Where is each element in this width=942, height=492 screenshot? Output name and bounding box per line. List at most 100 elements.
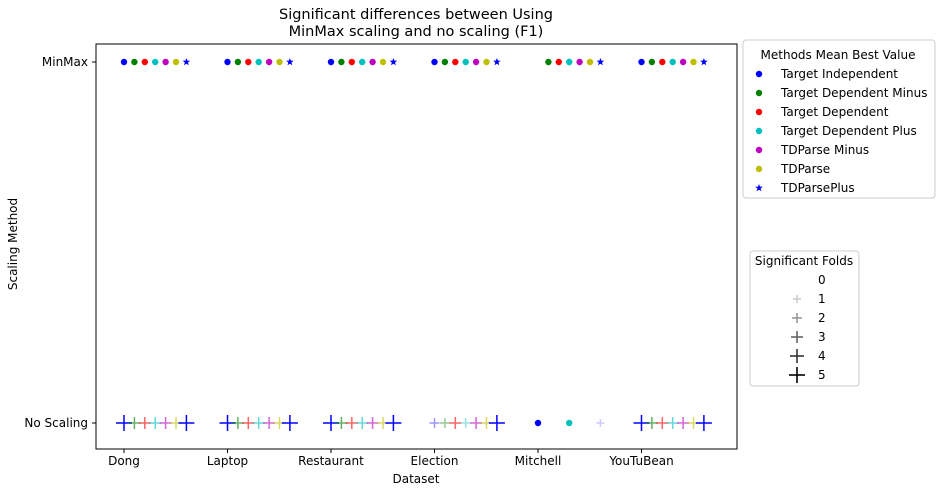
point-no-scaling-election-tdparseplus-folds [488,415,505,431]
x-tick-label-election: Election [411,454,459,468]
folds-legend-label-2: 2 [818,311,826,325]
point-minmax-youtubean-target-dependent-plus-best [669,58,676,66]
point-no-scaling-dong-target-dependent-plus-folds [149,417,162,429]
point-no-scaling-laptop-target-dependent-minus-folds [231,417,244,429]
point-no-scaling-election-target-independent-folds [429,418,440,428]
legend-item-target-dependent-label: Target Dependent [780,105,889,119]
point-no-scaling-laptop-tdparse-minus-folds [263,417,276,429]
point-minmax-restaurant-tdparse-minus-best [369,58,376,66]
folds-legend-marker-3 [791,331,803,343]
folds-legend-marker-5 [789,367,805,383]
point-no-scaling-dong-target-dependent-folds [138,417,151,429]
point-no-scaling-dong-tdparse-minus-folds [159,417,172,429]
point-minmax-mitchell-tdparseplus-best [596,58,605,66]
folds-legend-label-0: 0 [818,273,826,287]
legend-item-tdparseplus-marker [755,184,763,192]
x-tick-label-restaurant: Restaurant [298,454,364,468]
y-tick-label-minmax: MinMax [42,55,88,69]
folds-legend-box [749,250,860,387]
plot-area [95,43,738,450]
point-minmax-restaurant-tdparseplus-best [389,58,398,66]
point-minmax-mitchell-target-dependent-plus-best [566,58,573,66]
folds-legend-label-3: 3 [818,330,826,344]
point-no-scaling-election-tdparse-minus-folds [470,417,483,429]
chart-title-line1: Significant differences between Using [279,7,553,23]
point-minmax-mitchell-target-dependent-best [555,58,562,66]
point-no-scaling-election-target-dependent-minus-folds [439,418,450,428]
point-minmax-dong-target-dependent-plus-best [152,58,159,66]
folds-legend-marker-2 [792,313,802,323]
point-minmax-youtubean-target-dependent-minus-best [648,58,656,66]
x-tick-label-mitchell: Mitchell [515,454,562,468]
x-tick-label-youtubean: YouTuBean [608,454,673,468]
x-tick-label-laptop: Laptop [207,454,248,468]
point-minmax-restaurant-tdparse-best [379,58,387,66]
folds-legend-marker-1 [793,295,801,303]
point-minmax-dong-target-dependent-minus-best [131,58,138,66]
point-no-scaling-youtubean-tdparse-minus-folds [677,417,690,429]
x-tick-label-dong: Dong [108,454,140,468]
y-axis-ticks: No Scaling MinMax [24,55,96,430]
point-minmax-dong-target-dependent-best [141,58,148,66]
x-axis-ticks: Dong Laptop Restaurant Election Mitchell YouT… [108,449,674,468]
point-no-scaling-mitchell-target-independent-best [534,419,542,427]
point-no-scaling-restaurant-target-dependent-folds [345,417,358,429]
point-minmax-dong-target-independent-best [120,58,128,66]
legend-item-target-dependent-marker [755,108,763,116]
legend-item-tdparse-marker [755,165,763,173]
point-minmax-election-target-independent-best [431,58,438,66]
point-minmax-mitchell-target-dependent-plus-folds [565,58,574,66]
legend-item-target-independent-marker [755,70,763,78]
point-no-scaling-youtubean-tdparseplus-folds [695,415,712,431]
point-minmax-mitchell-tdparse-best [586,58,594,66]
point-minmax-election-tdparseplus-best [493,58,501,66]
point-no-scaling-dong-target-dependent-minus-folds [128,417,141,429]
point-minmax-restaurant-target-dependent-best [348,58,355,66]
point-minmax-laptop-target-dependent-best [245,58,252,66]
folds-legend-label-1: 1 [818,292,826,306]
point-minmax-restaurant-target-dependent-minus-best [338,58,345,66]
legend-item-target-dependent-minus-marker [755,89,763,97]
legend-item-tdparseplus-label: TDParsePlus [780,181,855,195]
point-no-scaling-dong-tdparseplus-folds [178,415,195,431]
point-minmax-election-target-dependent-plus-best [462,58,469,66]
point-minmax-election-tdparse-best [483,58,490,66]
folds-legend-label-5: 5 [818,368,826,382]
point-no-scaling-mitchell-tdparseplus-folds [596,419,605,427]
folds-legend-label-4: 4 [818,349,826,363]
legend-item-tdparse-minus-marker [755,146,763,154]
legend-item-target-dependent-plus-label: Target Dependent Plus [780,124,917,138]
point-minmax-youtubean-target-independent-best [638,58,645,66]
point-minmax-laptop-tdparse-minus-best [265,58,273,66]
chart-marks [116,58,712,431]
point-minmax-youtubean-tdparse-best [690,58,697,66]
point-minmax-restaurant-target-dependent-plus-best [359,58,366,66]
point-minmax-dong-tdparse-best [172,58,180,66]
point-minmax-youtubean-target-dependent-best [659,58,666,66]
point-no-scaling-youtubean-target-dependent-folds [656,417,669,429]
point-minmax-laptop-target-independent-best [224,58,231,66]
point-minmax-mitchell-target-dependent-minus-best [545,58,552,66]
point-no-scaling-restaurant-target-dependent-minus-folds [335,417,348,429]
y-tick-label-no-scaling: No Scaling [24,416,88,430]
point-no-scaling-youtubean-target-dependent-plus-folds [666,417,679,429]
chart-title-line2: MinMax scaling and no scaling (F1) [289,24,544,40]
point-no-scaling-election-target-dependent-folds [449,417,462,429]
point-no-scaling-laptop-target-dependent-plus-folds [252,417,265,429]
folds-legend-title: Significant Folds [755,254,853,268]
point-no-scaling-restaurant-tdparseplus-folds [385,415,402,431]
y-axis-label: Scaling Method [6,198,20,290]
point-no-scaling-restaurant-target-dependent-plus-folds [356,417,369,429]
point-minmax-youtubean-tdparse-minus-best [679,58,687,66]
point-no-scaling-youtubean-target-dependent-minus-folds [645,417,658,429]
methods-legend: Methods Mean Best Value Target Independe… [742,39,936,199]
point-minmax-election-target-dependent-best [452,58,459,66]
point-minmax-laptop-tdparse-best [276,58,283,66]
point-no-scaling-election-target-dependent-plus-folds [460,418,471,428]
point-minmax-laptop-target-dependent-minus-best [234,58,242,66]
legend-item-target-independent-label: Target Independent [780,67,898,81]
point-minmax-laptop-tdparseplus-best [286,58,294,66]
legend-item-tdparse-minus-label: TDParse Minus [780,143,869,157]
legend-item-target-dependent-minus-label: Target Dependent Minus [780,86,927,100]
